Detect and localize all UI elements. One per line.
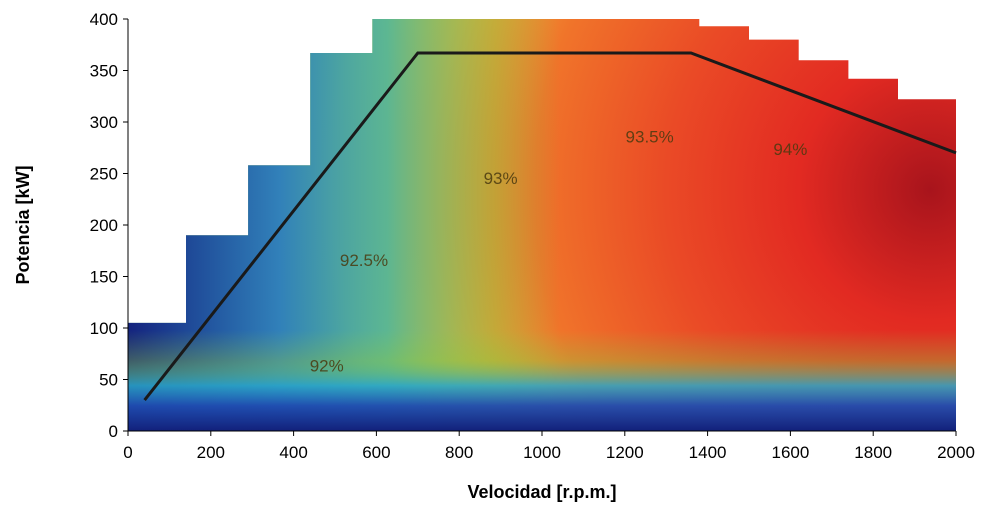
y-tick-label: 0 — [109, 422, 118, 441]
x-tick-label: 1000 — [523, 443, 561, 462]
y-tick-label: 100 — [90, 319, 118, 338]
x-axis-title: Velocidad [r.p.m.] — [467, 482, 616, 502]
x-axis-ticks: 0 200 400 600 800 1000 1200 1400 1600 1800 2000 — [123, 431, 975, 462]
x-tick-label: 1600 — [771, 443, 809, 462]
power-curve-line — [143, 51, 957, 402]
contour-label: 93.5% — [626, 128, 674, 147]
x-tick-label: 1800 — [854, 443, 892, 462]
y-tick-label: 200 — [90, 216, 118, 235]
y-tick-label: 150 — [90, 268, 118, 287]
y-axis-ticks: 0 50 100 150 200 250 300 350 400 — [90, 10, 128, 441]
x-tick-label: 400 — [279, 443, 307, 462]
contour-label: 94% — [773, 140, 807, 159]
efficiency-map — [128, 19, 956, 431]
x-tick-label: 200 — [197, 443, 225, 462]
low-power-band — [128, 19, 956, 431]
y-tick-label: 350 — [90, 62, 118, 81]
y-tick-label: 50 — [99, 371, 118, 390]
contour-label: 92.5% — [340, 251, 388, 270]
axes: 0 200 400 600 800 1000 1200 1400 1600 1800 2000 0 5… — [90, 10, 975, 462]
x-tick-label: 1200 — [606, 443, 644, 462]
x-tick-label: 600 — [362, 443, 390, 462]
contour-label: 92% — [310, 356, 344, 375]
x-tick-label: 800 — [445, 443, 473, 462]
contour-label: 93% — [484, 169, 518, 188]
y-tick-label: 250 — [90, 165, 118, 184]
x-tick-label: 1400 — [689, 443, 727, 462]
x-tick-label: 0 — [123, 443, 132, 462]
x-tick-label: 2000 — [937, 443, 975, 462]
contour-labels: 92% 92.5% 93% 93.5% 94% — [310, 128, 808, 376]
y-axis-title: Potencia [kW] — [13, 165, 33, 284]
y-tick-label: 400 — [90, 10, 118, 29]
y-tick-label: 300 — [90, 113, 118, 132]
